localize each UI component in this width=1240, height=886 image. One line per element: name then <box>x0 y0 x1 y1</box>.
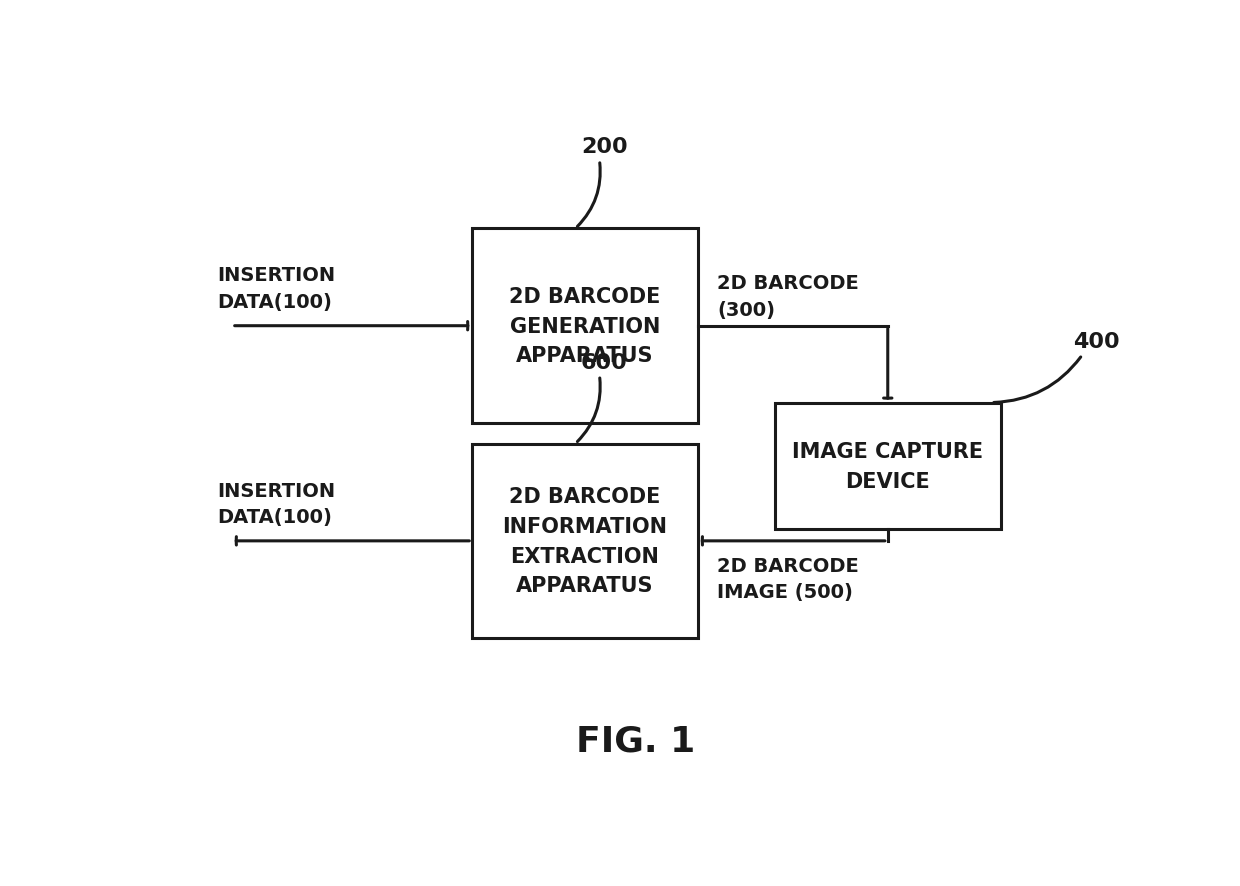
Bar <box>775 403 1001 529</box>
Text: 2D BARCODE
GENERATION
APPARATUS: 2D BARCODE GENERATION APPARATUS <box>510 287 661 366</box>
Text: 2D BARCODE
IMAGE (500): 2D BARCODE IMAGE (500) <box>717 556 859 602</box>
Text: IMAGE CAPTURE
DEVICE: IMAGE CAPTURE DEVICE <box>792 441 983 491</box>
Text: 200: 200 <box>582 137 627 157</box>
Text: INSERTION
DATA(100): INSERTION DATA(100) <box>217 266 336 312</box>
Text: 2D BARCODE
INFORMATION
EXTRACTION
APPARATUS: 2D BARCODE INFORMATION EXTRACTION APPARA… <box>502 487 667 595</box>
Text: 600: 600 <box>580 352 627 372</box>
Text: INSERTION
DATA(100): INSERTION DATA(100) <box>217 481 336 526</box>
Bar <box>472 444 698 639</box>
Text: 400: 400 <box>1074 331 1120 352</box>
Text: 2D BARCODE
(300): 2D BARCODE (300) <box>717 274 859 320</box>
Bar <box>472 229 698 424</box>
Text: FIG. 1: FIG. 1 <box>575 724 696 758</box>
